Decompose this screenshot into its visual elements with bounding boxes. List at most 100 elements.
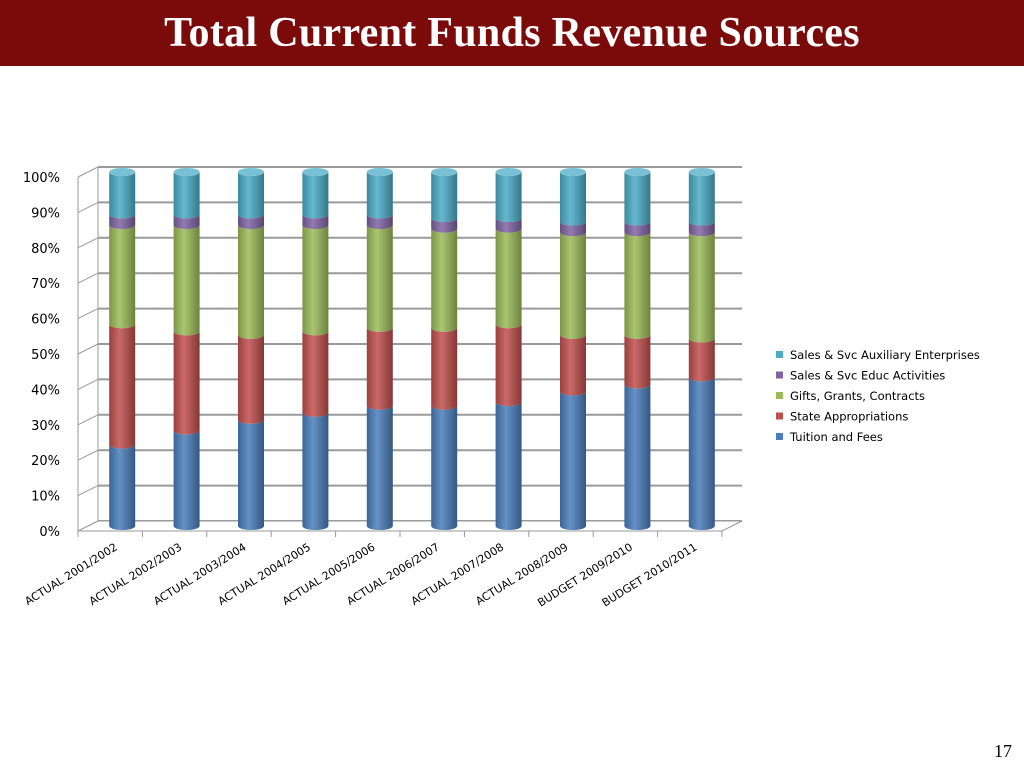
- gridline-depth: [77, 378, 99, 390]
- legend-swatch: [776, 351, 783, 358]
- gridline-depth: [77, 308, 99, 320]
- y-tick-label: 0%: [39, 525, 60, 540]
- bar-stack: [431, 168, 458, 530]
- bar-segment: [238, 334, 264, 424]
- bar-cap: [366, 168, 393, 176]
- bar-stack: [624, 168, 651, 530]
- bar-stack: [173, 168, 200, 530]
- bar-segment: [431, 405, 458, 530]
- gridline-depth: [77, 272, 99, 284]
- bar-segment: [109, 324, 136, 449]
- legend-label: Gifts, Grants, Contracts: [790, 389, 925, 403]
- bar-segment: [688, 377, 715, 530]
- bar-segment: [431, 218, 458, 233]
- bar-segment: [624, 172, 651, 226]
- bar-cap: [109, 168, 136, 176]
- bar-cap: [624, 168, 651, 176]
- bar-segment: [624, 384, 651, 530]
- y-tick-label: 60%: [31, 313, 60, 328]
- bar-segment: [109, 225, 136, 329]
- bar-segment: [688, 232, 715, 343]
- y-tick-label: 80%: [31, 242, 60, 257]
- slide-title: Total Current Funds Revenue Sources: [164, 10, 860, 56]
- bar-segment: [238, 225, 264, 339]
- bar-segment: [624, 221, 651, 237]
- gridline-depth: [77, 201, 99, 213]
- bar-segment: [495, 228, 522, 329]
- bar-segment: [173, 331, 200, 435]
- bar-segment: [495, 218, 522, 233]
- bar-stack: [495, 168, 522, 530]
- gridline-depth: [77, 449, 99, 461]
- bar-segment: [688, 221, 715, 237]
- bar-segment: [238, 172, 264, 219]
- bar-segment: [302, 412, 329, 530]
- bar-cap: [688, 168, 715, 176]
- bar-segment: [431, 327, 458, 410]
- bar-segment: [560, 334, 586, 396]
- bar-segment: [109, 444, 136, 530]
- legend-label: Tuition and Fees: [789, 430, 883, 444]
- bar-segment: [173, 214, 200, 230]
- bar-segment: [173, 172, 200, 219]
- y-tick-label: 40%: [31, 383, 60, 398]
- y-tick-label: 70%: [31, 277, 60, 292]
- bar-stack: [366, 168, 393, 530]
- bar-segment: [238, 419, 264, 530]
- bar-stack: [238, 168, 264, 530]
- bar-segment: [366, 172, 393, 219]
- gridline-depth: [77, 166, 99, 178]
- bar-cap: [173, 168, 200, 176]
- bar-segment: [495, 324, 522, 407]
- bar-segment: [302, 214, 329, 230]
- bar-segment: [366, 327, 393, 410]
- page-number: 17: [994, 741, 1012, 761]
- bar-cap: [238, 168, 264, 176]
- legend-label: Sales & Svc Educ Activities: [790, 369, 945, 383]
- y-tick-label: 50%: [31, 348, 60, 363]
- legend-swatch: [776, 392, 783, 399]
- bar-segment: [302, 331, 329, 417]
- bar-segment: [173, 225, 200, 336]
- bar-segment: [495, 402, 522, 530]
- legend-swatch: [776, 371, 783, 379]
- gridline-depth: [77, 414, 99, 426]
- gridline-depth: [77, 237, 99, 249]
- bar-cap: [431, 168, 458, 176]
- gridline-depth: [77, 485, 99, 497]
- stacked-bar-chart: 0%10%20%30%40%50%60%70%80%90%100%ACTUAL …: [22, 166, 980, 610]
- legend-label: Sales & Svc Auxiliary Enterprises: [790, 348, 980, 362]
- bar-segment: [560, 221, 586, 237]
- y-tick-label: 90%: [31, 206, 60, 221]
- bar-segment: [624, 232, 651, 339]
- bar-segment: [495, 172, 522, 223]
- bar-segment: [366, 214, 393, 230]
- bar-stack: [109, 168, 136, 530]
- bar-segment: [173, 430, 200, 530]
- bar-segment: [366, 225, 393, 332]
- bar-segment: [560, 172, 586, 226]
- bar-segment: [560, 391, 586, 530]
- bar-segment: [302, 172, 329, 219]
- bar-segment: [431, 172, 458, 223]
- bar-stack: [302, 168, 329, 530]
- bar-segment: [238, 214, 264, 230]
- bar-segment: [366, 405, 393, 530]
- bar-segment: [688, 338, 715, 382]
- legend-swatch: [776, 433, 783, 440]
- bar-segment: [302, 225, 329, 336]
- bar-cap: [495, 168, 522, 176]
- bar-cap: [302, 168, 329, 176]
- bar-stack: [560, 168, 586, 530]
- title-bar: Total Current Funds Revenue Sources: [0, 0, 1024, 66]
- bar-cap: [560, 168, 586, 176]
- legend-swatch: [776, 412, 783, 420]
- y-tick-label: 100%: [23, 171, 60, 186]
- y-tick-label: 30%: [31, 419, 60, 434]
- gridline-depth: [77, 343, 99, 355]
- bar-segment: [624, 334, 651, 389]
- bar-segment: [560, 232, 586, 339]
- bar-segment: [109, 214, 136, 230]
- y-tick-label: 20%: [31, 454, 60, 469]
- bar-segment: [688, 172, 715, 226]
